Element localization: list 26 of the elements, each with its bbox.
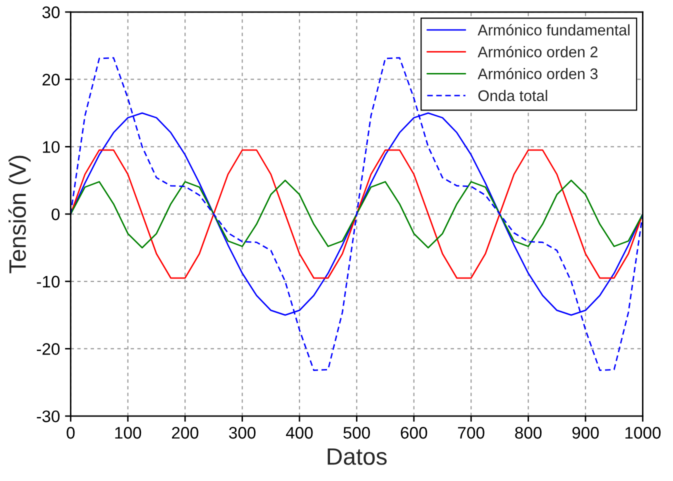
- y-axis-title: Tensión (V): [8, 156, 31, 274]
- y-tick-label: -10: [36, 276, 60, 288]
- line-series: [70, 180, 643, 248]
- x-tick-label: 0: [66, 426, 75, 439]
- x-tick-label: 700: [458, 426, 484, 439]
- legend-label: Armónico fundamental: [478, 24, 630, 36]
- x-tick-label: 900: [572, 426, 599, 439]
- x-axis-title: Datos: [328, 448, 387, 465]
- x-tick-label: 600: [400, 426, 428, 439]
- line-series: [70, 149, 643, 279]
- legend-label: Onda total: [478, 90, 548, 102]
- x-tick-label: 300: [229, 426, 256, 439]
- y-tick-label: -20: [36, 343, 60, 355]
- x-tick-label: 400: [286, 426, 313, 439]
- y-tick-label: 10: [42, 141, 60, 153]
- x-tick-label: 500: [343, 426, 370, 439]
- y-tick-label: 30: [42, 6, 60, 18]
- y-tick-label: 20: [42, 74, 60, 86]
- y-tick-label: 0: [52, 208, 60, 220]
- y-tick-label: -30: [36, 410, 60, 422]
- x-tick-label: 200: [172, 426, 198, 439]
- x-tick-label: 1000: [625, 426, 661, 439]
- legend-label: Armónico orden 2: [478, 46, 598, 58]
- legend-label: Armónico orden 3: [478, 68, 598, 80]
- x-tick-label: 100: [115, 426, 142, 439]
- x-tick-label: 800: [515, 426, 542, 439]
